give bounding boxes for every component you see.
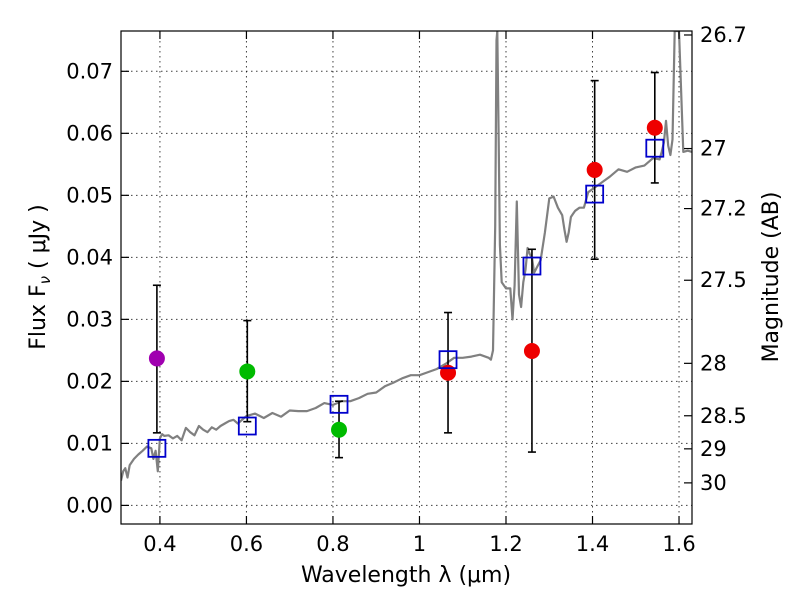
y-axis-label: Flux Fν ( μJy ) xyxy=(26,204,54,349)
y-axis-ticks: 0.00 0.01 0.02 0.03 0.04 0.05 0.06 0.07 xyxy=(66,59,129,517)
y-axis-label-group: Flux Fν ( μJy ) xyxy=(26,204,54,349)
y-axis-label-sub: ν xyxy=(36,276,54,284)
magnitude-axis-label-group: Magnitude (AB) xyxy=(759,192,784,363)
y-tick-label: 0.02 xyxy=(66,369,113,393)
y-tick-label: 0.07 xyxy=(66,59,113,83)
x-tick-label: 0.4 xyxy=(143,532,176,556)
y-tick-label: 0.00 xyxy=(66,493,113,517)
magnitude-tick-label: 29 xyxy=(700,437,727,461)
magnitude-axis-ticks: 26.7 27 27.2 27.5 28 28.5 29 30 xyxy=(684,23,747,495)
model-point xyxy=(329,394,349,414)
model-point xyxy=(585,184,605,204)
x-tick-label: 0.6 xyxy=(230,532,263,556)
model-point xyxy=(147,438,167,458)
y-tick-label: 0.03 xyxy=(66,307,113,331)
y-tick-label: 0.06 xyxy=(66,121,113,145)
x-axis-label: Wavelength λ (μm) xyxy=(301,563,511,588)
observed-point xyxy=(646,119,663,136)
model-point xyxy=(645,138,665,158)
magnitude-axis-label: Magnitude (AB) xyxy=(759,192,784,363)
errorbar-layer xyxy=(152,71,659,459)
observed-points xyxy=(148,119,663,438)
observed-point xyxy=(148,350,165,367)
x-axis-ticks: 0.4 0.6 0.8 1 1.2 1.4 1.6 xyxy=(143,31,696,556)
spectrum-layer xyxy=(121,31,692,481)
x-tick-label: 1.6 xyxy=(662,532,695,556)
model-points xyxy=(147,138,665,458)
observed-point xyxy=(586,161,603,178)
x-tick-label: 0.8 xyxy=(316,532,349,556)
y-axis-label-unit: ( μJy ) xyxy=(26,204,51,276)
grid xyxy=(121,31,692,524)
observed-point xyxy=(523,342,540,359)
spectrum-line xyxy=(121,31,692,481)
magnitude-tick-label: 26.7 xyxy=(700,23,747,47)
x-tick-label: 1.2 xyxy=(489,532,522,556)
magnitude-tick-label: 27.5 xyxy=(700,268,747,292)
magnitude-tick-label: 27 xyxy=(700,137,727,161)
model-point xyxy=(522,256,542,276)
observed-point xyxy=(239,363,256,380)
y-tick-label: 0.05 xyxy=(66,183,113,207)
model-point xyxy=(438,350,458,370)
magnitude-tick-label: 28.5 xyxy=(700,404,747,428)
y-tick-label: 0.04 xyxy=(66,245,113,269)
model-point xyxy=(237,416,257,436)
y-tick-label: 0.01 xyxy=(66,431,113,455)
magnitude-tick-label: 30 xyxy=(700,471,727,495)
y-axis-label-main: Flux F xyxy=(26,284,51,349)
observed-point xyxy=(331,421,348,438)
magnitude-tick-label: 28 xyxy=(700,351,727,375)
x-tick-label: 1 xyxy=(413,532,426,556)
plot-frame xyxy=(120,30,693,525)
x-tick-label: 1.4 xyxy=(576,532,609,556)
magnitude-tick-label: 27.2 xyxy=(700,197,747,221)
